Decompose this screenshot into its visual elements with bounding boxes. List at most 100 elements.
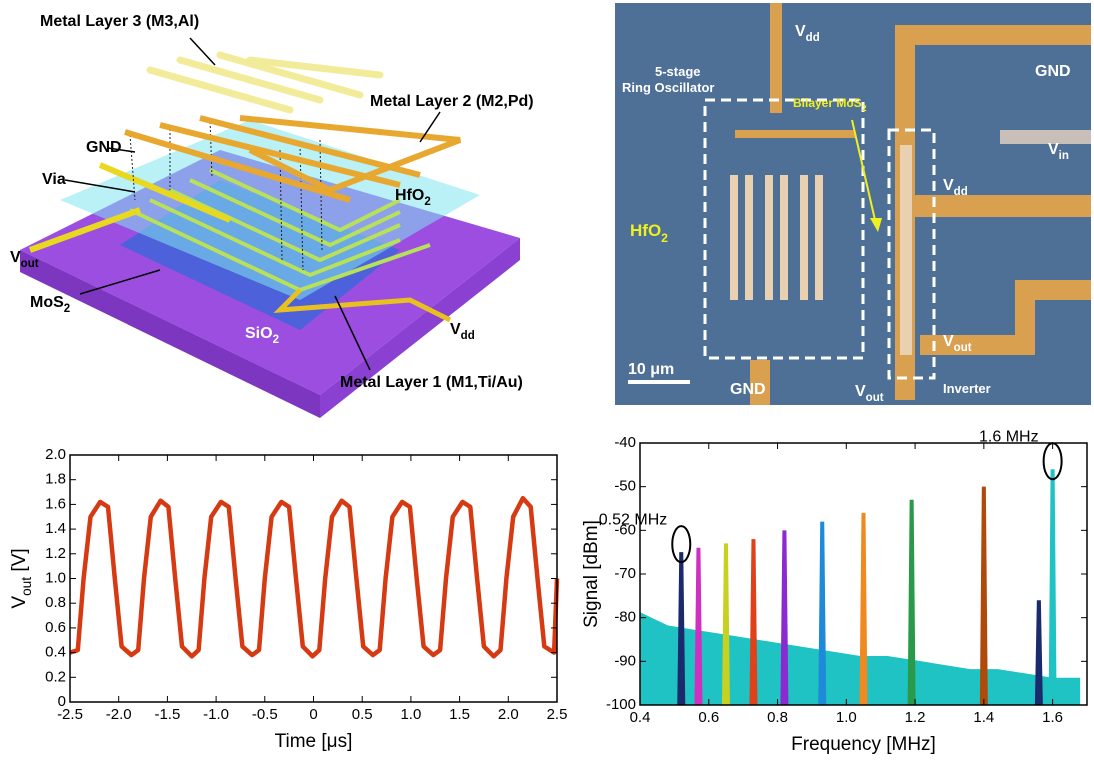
x-tick-label: 2.5 <box>547 706 568 723</box>
x-tick-label: 1.6 <box>1042 709 1063 726</box>
x-tick-label: 1.2 <box>905 709 926 726</box>
micrograph <box>615 3 1091 405</box>
label-subscript: out <box>19 577 34 596</box>
label-text: V <box>855 383 866 400</box>
label-text: V <box>9 596 30 609</box>
schematic-label: Metal Layer 1 (M1,Ti/Au) <box>340 374 523 391</box>
micrograph-label: Vdd <box>795 23 820 44</box>
label-text: V <box>450 321 461 338</box>
schematic-label: Metal Layer 2 (M2,Pd) <box>370 93 534 110</box>
x-tick-label: 0.4 <box>630 709 651 726</box>
y-tick-label: 0.2 <box>45 668 66 685</box>
label-subscript: 2 <box>424 196 430 208</box>
label-subscript: dd <box>806 32 820 44</box>
x-tick-label: 2.0 <box>498 706 519 723</box>
x-tick-label: 0 <box>309 706 317 723</box>
schematic <box>20 37 520 418</box>
x-tick-label: -2.0 <box>106 706 132 723</box>
schematic-label: Vdd <box>450 321 475 342</box>
label-text: V <box>943 177 954 194</box>
label-text: Inverter <box>943 381 991 396</box>
spectral-peak <box>694 547 703 705</box>
label-subscript: 2 <box>273 334 279 346</box>
label-text: Metal Layer 3 (M3,Al) <box>40 13 199 30</box>
label-subscript: out <box>866 392 884 404</box>
y-tick-label: -40 <box>614 434 636 451</box>
y-tick-label: -60 <box>614 521 636 538</box>
y-tick-label: 0.4 <box>45 644 66 661</box>
x-tick-label: -1.0 <box>203 706 229 723</box>
label-subscript: 2 <box>862 103 867 113</box>
x-tick-label: 1.0 <box>400 706 421 723</box>
schematic-label: MoS2 <box>30 294 70 315</box>
micrograph-label: HfO2 <box>630 221 668 245</box>
label-subscript: 2 <box>64 303 70 315</box>
spectral-peak <box>721 543 730 705</box>
micrograph-label: Vout <box>855 383 884 404</box>
label-text: Signal [dBm] <box>581 520 602 628</box>
spectral-peak <box>1048 469 1057 705</box>
micrograph-label: Bilayer MoS2 <box>793 96 867 113</box>
label-text: Metal Layer 1 (M1,Ti/Au) <box>340 374 523 391</box>
label-text: V <box>943 333 954 350</box>
label-text: HfO <box>630 221 661 240</box>
spectral-peak <box>677 552 686 705</box>
x-tick-label: -1.5 <box>154 706 180 723</box>
spectral-peak <box>749 539 758 705</box>
spectral-peak <box>780 530 789 705</box>
label-text: Bilayer MoS <box>793 96 862 110</box>
y-tick-label: -80 <box>614 609 636 626</box>
label-text: V <box>795 23 806 40</box>
label-text: 5-stage <box>655 64 701 79</box>
label-subscript: out <box>21 258 39 270</box>
micrograph-label: Inverter <box>943 381 991 396</box>
y-tick-label: -70 <box>614 565 636 582</box>
schematic-label: Vout <box>10 249 39 270</box>
x-tick-label: 1.4 <box>973 709 994 726</box>
schematic-label: GND <box>86 139 122 156</box>
y-tick-label: 1.4 <box>45 520 66 537</box>
x-tick-label: 1.5 <box>449 706 470 723</box>
micrograph-label: Vout <box>943 333 972 354</box>
y-tick-label: -50 <box>614 478 636 495</box>
label-text: SiO <box>245 325 273 342</box>
label-text: GND <box>1035 63 1071 80</box>
spectral-peak <box>818 521 827 705</box>
y-tick-label: 0 <box>58 693 66 710</box>
x-axis-label: Time [μs] <box>275 731 353 752</box>
annotation: 0.52 MHz <box>599 511 667 528</box>
micrograph-label: Ring Oscillator <box>622 80 714 95</box>
y-tick-label: 2.0 <box>45 446 66 463</box>
annotation-circle <box>671 525 692 564</box>
spectral-peak <box>907 499 916 705</box>
annotation: 1.6 MHz <box>979 428 1039 445</box>
y-tick-label: 1.6 <box>45 495 66 512</box>
x-tick-label: -2.5 <box>57 706 83 723</box>
label-subscript: 2 <box>661 231 668 245</box>
y-tick-label: 1.8 <box>45 471 66 488</box>
x-tick-label: 1.0 <box>836 709 857 726</box>
x-tick-label: 0.5 <box>352 706 373 723</box>
y-tick-label: 1.0 <box>45 569 66 586</box>
y-tick-label: -90 <box>614 652 636 669</box>
label-subscript: in <box>1059 150 1069 162</box>
schematic-label: HfO2 <box>395 187 431 208</box>
x-axis-label: Frequency [MHz] <box>791 734 936 755</box>
micrograph-label: GND <box>1035 63 1071 80</box>
x-tick-label: -0.5 <box>252 706 278 723</box>
label-text: 10 μm <box>628 361 674 378</box>
spectral-peak <box>979 486 988 705</box>
micrograph-label: 10 μm <box>628 361 674 378</box>
y-tick-label: -100 <box>606 696 636 713</box>
y-tick-label: 0.6 <box>45 619 66 636</box>
x-tick-label: 0.8 <box>767 709 788 726</box>
micrograph-label: Vin <box>1048 141 1069 162</box>
y-tick-label: 1.2 <box>45 545 66 562</box>
data-line <box>69 495 560 659</box>
label-text: HfO <box>395 187 424 204</box>
schematic-label: Via <box>42 171 66 188</box>
micrograph-label: 5-stage <box>655 64 701 79</box>
y-axis-label: Vout [V] <box>9 548 34 608</box>
label-text: Via <box>42 171 66 188</box>
label-text: V <box>1048 141 1059 158</box>
